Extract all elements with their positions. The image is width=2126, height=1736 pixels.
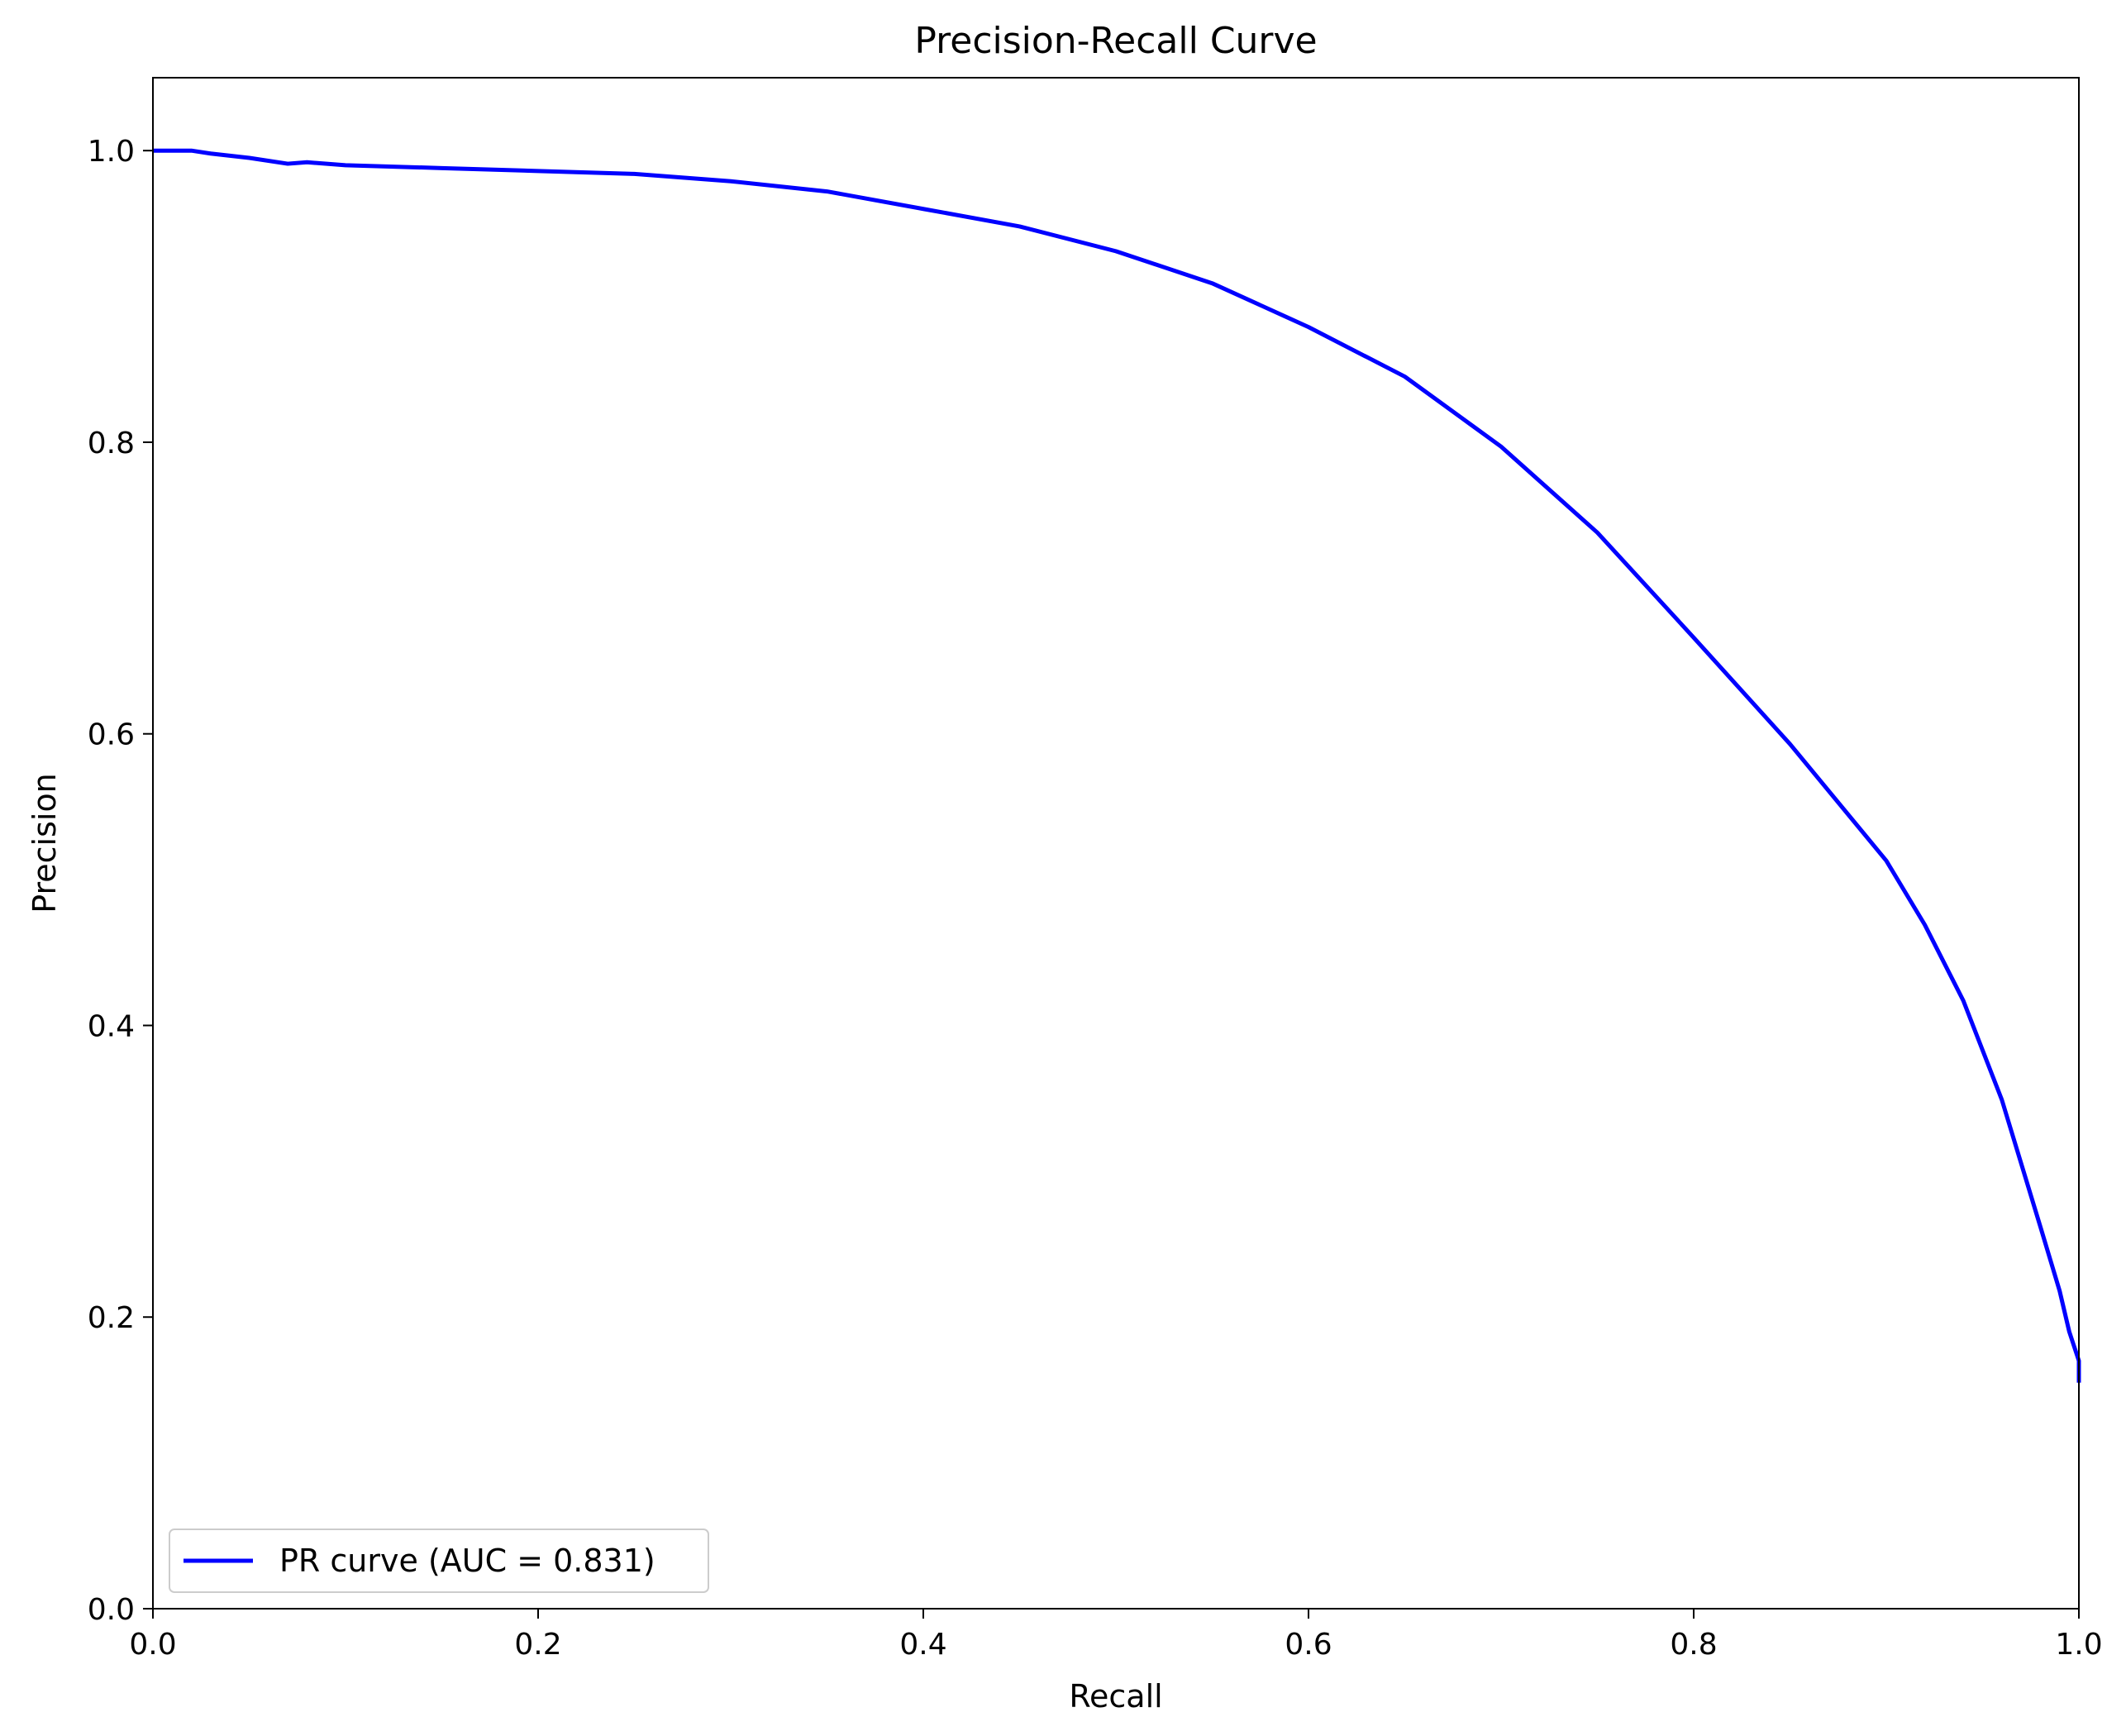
- axes-frame: [152, 77, 2080, 1610]
- x-axis-label: Recall: [1069, 1678, 1162, 1715]
- y-tick-label: 0.6: [88, 718, 135, 752]
- y-tick-label: 1.0: [88, 135, 135, 169]
- chart-title: Precision-Recall Curve: [914, 20, 1317, 62]
- y-tick-label: 0.8: [88, 427, 135, 460]
- x-axis-ticks: 0.0 0.2 0.4 0.6 0.8 1.0: [129, 1609, 2103, 1662]
- legend-box: [169, 1529, 709, 1593]
- legend-entry-label: PR curve (AUC = 0.831): [279, 1543, 655, 1579]
- y-axis-label: Precision: [26, 773, 63, 913]
- x-tick-label: 0.2: [514, 1628, 561, 1662]
- y-tick-label: 0.4: [88, 1009, 135, 1043]
- y-tick-label: 0.0: [88, 1593, 135, 1627]
- x-tick-label: 0.4: [899, 1628, 946, 1662]
- legend[interactable]: PR curve (AUC = 0.831): [169, 1529, 709, 1593]
- x-tick-label: 0.8: [1670, 1628, 1717, 1662]
- x-tick-label: 0.0: [129, 1628, 176, 1662]
- plot-area: [153, 148, 2081, 1383]
- x-tick-label: 0.6: [1285, 1628, 1332, 1662]
- y-axis-ticks: 0.0 0.2 0.4 0.6 0.8 1.0: [88, 135, 153, 1627]
- pr-curve-line: [153, 148, 2081, 1383]
- y-tick-label: 0.2: [88, 1301, 135, 1335]
- x-tick-label: 1.0: [2055, 1628, 2102, 1662]
